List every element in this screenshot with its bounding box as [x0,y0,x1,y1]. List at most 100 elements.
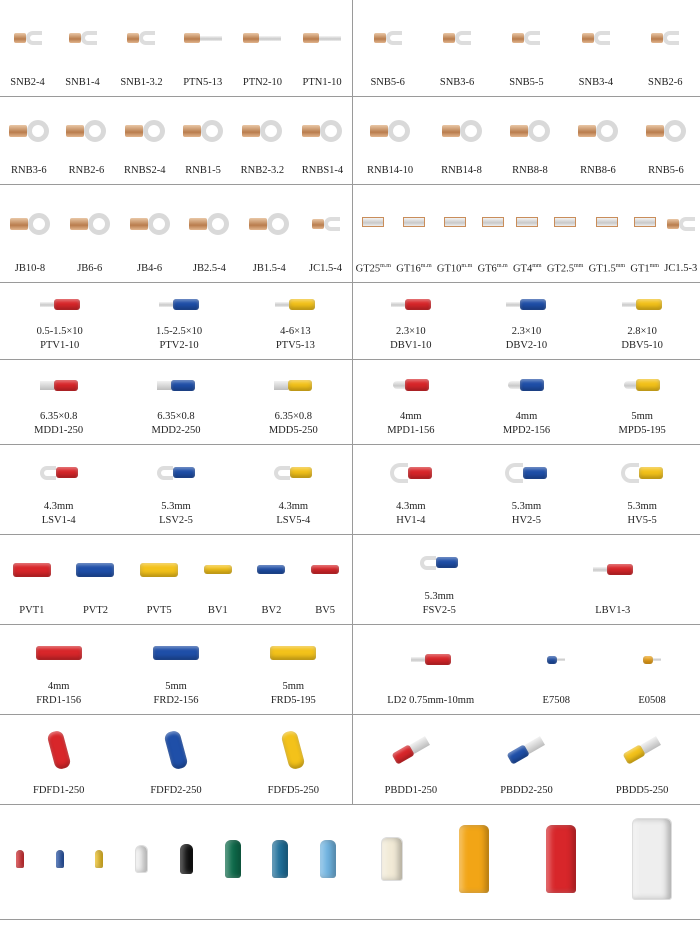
product-code: HV5-5 [628,514,657,528]
butt-terminal-image [76,562,115,577]
product-item: 2.8×10 DBV5-10 [621,283,663,359]
catalog-row: 4mm FRD1-156 5mm FRD2-156 5mm FRD5-195 LD2 0.7… [0,625,700,715]
product-image [509,97,550,164]
product-code-text: SNB3-4 [578,77,614,88]
product-item: PBDD5-250 [616,715,669,804]
product-spec: 2.3×10 [396,326,426,337]
butt-terminal-image [12,562,51,577]
product-code-text: JB2.5-4 [192,263,226,274]
product-code-text: JC1.5-3 [664,263,698,274]
ins-tab-terminal-image [156,379,195,391]
product-code: GT25m.m [356,259,391,277]
unit-superscript: mm [649,262,659,269]
product-code: GT6m.m [478,259,508,277]
ferrule-terminal-image [547,655,566,664]
product-code-text: GT25 [355,263,381,274]
product-spec: 5mm [282,681,305,692]
fork-terminal-image [512,31,541,45]
product-image [242,97,283,164]
product-image [69,185,110,262]
product-item: 6.35×0.8 MDD1-250 [34,360,83,444]
product-image [280,715,306,784]
product-image [481,185,504,259]
product-code: PBDD5-250 [616,784,669,798]
product-code: HV2-5 [512,514,541,528]
product-image [274,360,313,410]
product-code-text: MPD2-156 [502,425,551,436]
product-item: BV1 [203,535,232,624]
product-item: PTN1-10 [303,0,342,96]
product-code-text: RNBS1-4 [301,165,344,176]
product-image [666,185,695,262]
product-item: 5.3mm FSV2-5 [420,535,459,624]
product-code-text: FRD1-156 [36,695,82,706]
product-image [39,445,78,500]
product-image [311,185,340,262]
ring-terminal-image [645,119,686,142]
product-code-text: PBDD5-250 [615,785,669,796]
product-code: LSV1-4 [42,514,76,528]
product-image [362,185,385,259]
ring-terminal-image [441,119,482,142]
product-image [622,715,662,784]
product-item: LD2 0.75mm-10mm [387,625,474,714]
product-code-text: BV2 [261,605,282,616]
fork-terminal-image [443,31,472,45]
product-code: BV2 [262,604,282,618]
product-image [624,360,661,410]
product-image [140,535,179,604]
product-image [577,97,618,164]
product-code-text: LD2 0.75mm-10mm [387,695,475,706]
product-code: MDD2-250 [151,424,200,438]
product-image [39,283,80,325]
product-image [272,805,289,913]
product-spec: 5.3mm [511,501,542,512]
product-code-text: FSV2-5 [422,605,456,616]
product-image [189,185,230,262]
catalog-row: JB10-8 JB6-6 JB4-6 JB2.5-4 JB1.5-4 JC1.5-4 GT2… [0,185,700,283]
cap-terminal-image [631,818,672,900]
product-image [224,805,241,913]
product-code: PVT2 [83,604,108,618]
product-code-text: PBDD1-250 [384,785,438,796]
ins-fork-terminal-image [156,465,195,480]
product-code-text: FRD5-195 [270,695,316,706]
product-code-text: MPD1-156 [387,425,435,436]
product-code-text: SNB2-4 [10,77,45,88]
ins-pin-terminal-image [275,298,316,310]
product-image [633,185,656,259]
product-code: MPD5-195 [619,424,666,438]
pin-terminal-image [243,33,282,43]
tube-terminal-image [516,216,539,227]
product-code-text: RNB2-3.2 [240,165,285,176]
product-image [179,805,193,913]
fork-terminal-image [13,31,42,45]
product-item: SNB3-4 [579,0,613,96]
cap-terminal-image [545,825,576,893]
product-code-text: PTV5-13 [275,340,315,351]
product-image [507,715,546,784]
catalog-group-right: GT25m.m GT16m.m GT10m.m GT6m.m GT4mm GT2.5mm G… [353,185,700,282]
product-image [257,535,286,604]
product-code-text: PTN2-10 [242,77,282,88]
product-image [270,625,317,680]
product-item: PTN5-13 [183,0,222,96]
butt-s-terminal-image [203,565,232,574]
product-image [622,283,663,325]
catalog-group-right: 4.3mm HV1-4 5.3mm HV2-5 5.3mm HV5-5 [353,445,700,534]
product-code-text: SNB2-6 [648,77,683,88]
product-image [631,805,672,913]
product-code: RNBS2-4 [124,164,165,178]
product-code-text: E0508 [638,695,666,706]
product-code-text: GT1.5 [588,263,616,274]
unit-superscript: m.m [420,262,432,269]
fork-terminal-image [373,31,402,45]
product-code-text: LSV2-5 [159,515,193,526]
product-code: PTN2-10 [243,76,282,90]
product-image [152,625,199,680]
fdfd-terminal-image [280,729,306,770]
ring-terminal-image [9,212,50,235]
product-item: FDFD1-250 [33,715,84,804]
product-code: BV1 [208,604,228,618]
product-image [55,805,64,913]
